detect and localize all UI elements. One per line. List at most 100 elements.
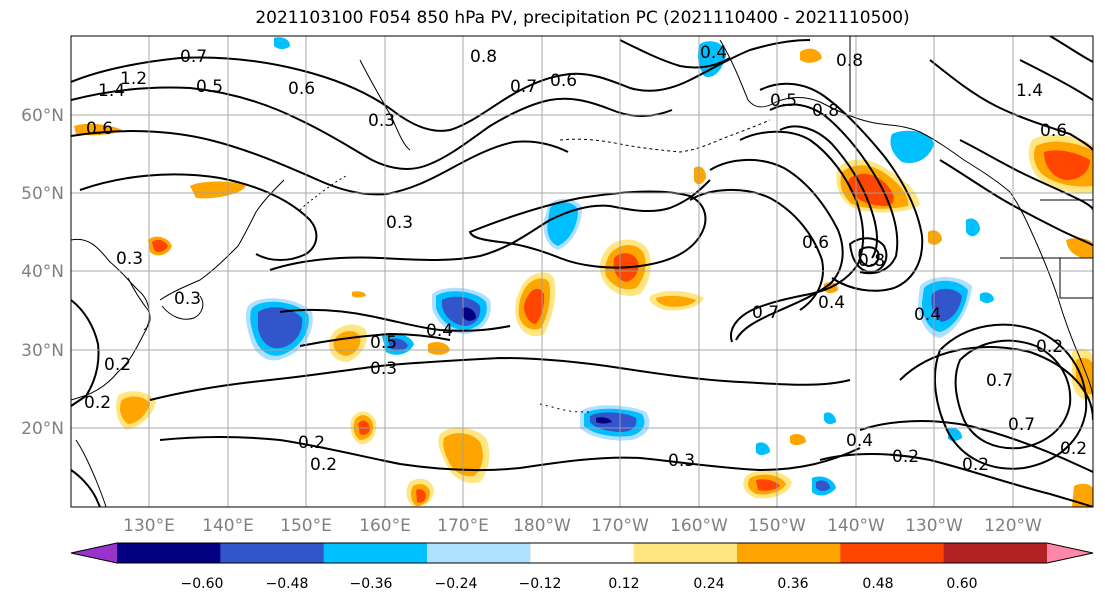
contour-label: 0.4 (914, 305, 941, 325)
contour-label: 0.2 (1060, 439, 1087, 459)
pv-contour (299, 332, 451, 347)
pv-contour (819, 453, 1093, 507)
contour-label: 0.3 (370, 359, 397, 379)
pos-anomaly-alaska (800, 48, 822, 63)
contour-label: 0.2 (104, 355, 131, 375)
contour-label: 0.6 (1040, 121, 1067, 141)
pv-contour (71, 469, 101, 507)
coastline-japan (159, 179, 285, 301)
coastline-korea (127, 277, 151, 331)
lon-label: 160°W (670, 516, 728, 536)
contour-labels: 0.7 0.5 1.4 1.2 0.6 0.8 0.6 0.7 0.4 0.8 … (84, 43, 1087, 475)
graticule (71, 36, 1093, 507)
contour-label: 0.6 (550, 71, 577, 91)
neg-anomaly-south-central (580, 405, 650, 441)
contour-label: 0.3 (116, 249, 143, 269)
colorbar-tick-label: 0.36 (777, 576, 808, 592)
pv-contour (619, 39, 731, 69)
lon-label: 170°E (437, 516, 489, 536)
colorbar-segment (427, 543, 531, 563)
lon-label: 140°W (827, 516, 885, 536)
contour-label: 0.5 (370, 333, 397, 353)
pos-anomaly-misc-4 (694, 166, 706, 185)
colorbar-segment (530, 543, 635, 563)
contour-label: 1.4 (98, 81, 125, 101)
coastline-na-west (1009, 191, 1093, 401)
colorbar-segments (70, 542, 1094, 564)
pv-contour (71, 39, 811, 132)
lon-label: 150°E (280, 516, 332, 536)
lat-label-50n: 50°N (21, 184, 64, 204)
colorbar-tick-label: −0.36 (350, 576, 393, 592)
contour-label: 0.2 (310, 455, 337, 475)
contour-label: 0.6 (802, 233, 829, 253)
pv-contour (769, 103, 899, 275)
contour-label: 0.2 (84, 393, 111, 413)
pv-contour (468, 190, 707, 269)
colorbar-tick-label: 0.60 (946, 576, 977, 592)
lon-label: 130°W (905, 516, 963, 536)
contour-label: 0.8 (812, 101, 839, 121)
pv-contour (929, 59, 1093, 151)
pv-contour (149, 356, 851, 401)
pv-contour (848, 237, 888, 274)
colorbar-tick-label: −0.12 (519, 576, 562, 592)
pv-contour (858, 246, 880, 268)
neg-anomaly-alaska-1 (697, 41, 726, 78)
pv-contour (269, 179, 711, 271)
colorbar-segment (737, 543, 841, 563)
colorbar-segment (220, 543, 325, 563)
neg-anomaly-small-1b (388, 338, 408, 351)
contour-label: 0.4 (700, 43, 727, 63)
coastline-alaska (719, 39, 1011, 193)
precip-shading (74, 37, 1093, 507)
neg-anomaly-west-pacific (245, 298, 313, 361)
lat-label-30n: 30°N (21, 341, 64, 361)
pos-anomaly-small-2 (428, 342, 450, 355)
contour-label: 0.7 (752, 303, 779, 323)
lat-label-20n: 20°N (21, 419, 64, 439)
pos-anomaly-tropics-4 (406, 478, 434, 507)
pos-anomaly-bc-coast (1028, 134, 1093, 193)
pv-contour (859, 420, 1093, 473)
lon-label: 180°W (513, 516, 571, 536)
pos-anomaly-west-tropic-b (120, 396, 150, 424)
map-frame-border (70, 35, 1094, 508)
colorbar-tick-label: −0.60 (181, 576, 224, 592)
contour-label: 0.2 (892, 447, 919, 467)
contour-label: 0.5 (770, 91, 797, 111)
contour-label: 0.3 (386, 213, 413, 233)
lon-label: 170°W (591, 516, 649, 536)
pv-contour (71, 130, 569, 196)
pv-contour (79, 173, 318, 261)
coastline-kamchatka (359, 59, 411, 151)
colorbar-tick-label: −0.48 (266, 576, 309, 592)
contour-label: 0.4 (818, 293, 845, 313)
colorbar-tick-label: 0.24 (693, 576, 724, 592)
pv-contour (730, 130, 865, 343)
colorbar-tick-label: 0.12 (608, 576, 639, 592)
contour-label: 0.2 (1036, 337, 1063, 357)
coastline-hawaii (539, 403, 591, 413)
colorbar-segment (323, 543, 428, 563)
lon-label: 160°E (359, 516, 411, 536)
pv-contour (899, 346, 1093, 421)
colorbar-tick-label: 0.48 (862, 576, 893, 592)
map-title: 2021103100 F054 850 hPa PV, precipitatio… (255, 8, 910, 28)
contour-label: 0.7 (180, 47, 207, 67)
neg-anomaly-small-8 (824, 412, 836, 425)
lon-label: 120°W (984, 516, 1042, 536)
pos-anomaly-ne-pacific (836, 159, 920, 213)
pv-contour (71, 299, 100, 407)
contour-label: 0.7 (986, 371, 1013, 391)
contour-label: 1.4 (1016, 81, 1043, 101)
lat-label-40n: 40°N (21, 262, 64, 282)
pv-contour (709, 158, 844, 341)
neg-anomaly-small-3b (816, 480, 830, 491)
pos-anomaly-misc-3 (790, 434, 806, 445)
pv-contour (1019, 59, 1093, 101)
neg-anomaly-gulf-alaska (890, 130, 934, 164)
colorbar-extend-high (1047, 543, 1093, 563)
neg-anomaly-central (432, 287, 491, 334)
